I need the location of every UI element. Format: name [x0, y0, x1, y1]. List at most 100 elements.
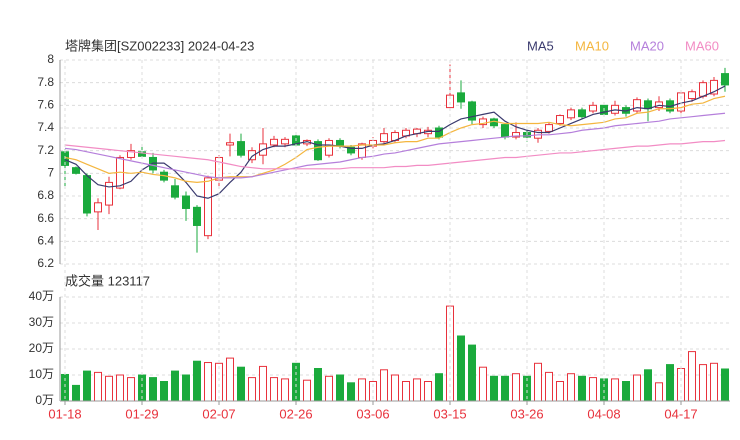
volume-bar: [490, 375, 498, 402]
volume-bar: [83, 370, 91, 402]
volume-bar: [226, 357, 234, 402]
volume-bar: [391, 374, 399, 402]
volume-bar: [710, 362, 718, 402]
x-tick-label: 03-26: [510, 406, 543, 421]
candle-body: [94, 202, 102, 213]
y-tick-label: 8: [47, 52, 54, 66]
legend-label: MA20: [630, 38, 664, 53]
volume-bar: [358, 378, 366, 402]
x-tick-label: 02-26: [279, 406, 312, 421]
ma-line: [64, 112, 726, 179]
candle-body: [490, 118, 498, 127]
volume-bar: [248, 377, 256, 402]
volume-bar: [160, 381, 168, 402]
y-tick-label: 40万: [29, 289, 54, 303]
y-tick-label: 6.6: [37, 211, 54, 225]
candle-body: [380, 133, 388, 143]
candle-body: [248, 150, 256, 161]
volume-bar: [259, 365, 267, 402]
x-tick-label: 03-06: [356, 406, 389, 421]
volume-bar: [380, 369, 388, 402]
y-tick-label: 6.2: [37, 256, 54, 270]
volume-bar: [512, 373, 520, 402]
candle-body: [468, 101, 476, 121]
candle-body: [204, 177, 212, 237]
volume-bar: [193, 360, 201, 402]
volume-bar: [721, 368, 729, 402]
candle-body: [556, 115, 564, 124]
volume-bar: [688, 351, 696, 402]
volume-bar: [622, 381, 630, 402]
candle-body: [567, 109, 575, 119]
volume-bar: [655, 382, 663, 402]
candle-body: [633, 99, 641, 112]
candle-body: [688, 91, 696, 100]
volume-bar: [556, 381, 564, 402]
volume-bar: [270, 377, 278, 402]
y-tick-label: 7.6: [37, 98, 54, 112]
candle-body: [710, 79, 718, 95]
candle-body: [578, 109, 586, 118]
volume-bar: [633, 374, 641, 402]
volume-bar: [281, 378, 289, 402]
volume-bar: [116, 374, 124, 402]
volume-bar: [347, 382, 355, 402]
candle-body: [721, 73, 729, 86]
x-tick-label: 02-07: [202, 406, 235, 421]
candle-body: [281, 138, 289, 145]
candle-body: [237, 141, 245, 156]
volume-bar: [567, 373, 575, 402]
volume-bar: [424, 381, 432, 402]
volume-bar: [237, 366, 245, 402]
volume-bar: [468, 344, 476, 402]
candle-body: [512, 132, 520, 138]
candle-body: [226, 142, 234, 146]
y-tick-label: 7.8: [37, 75, 54, 89]
volume-bar: [72, 384, 80, 402]
volume-bar: [204, 362, 212, 402]
chart-title: 塔牌集团[SZ002233] 2024-04-23: [65, 38, 254, 53]
candle-body: [347, 146, 355, 154]
volume-bar: [479, 366, 487, 402]
volume-bar: [666, 364, 674, 402]
volume-bar: [611, 378, 619, 402]
candle-body: [171, 185, 179, 198]
volume-bar: [105, 375, 113, 402]
candle-body: [479, 118, 487, 126]
volume-title: 成交量 123117: [65, 273, 150, 288]
y-tick-label: 7.4: [37, 120, 54, 134]
candle-body: [72, 167, 80, 174]
legend-label: MA60: [685, 38, 719, 53]
x-tick-label: 03-15: [433, 406, 466, 421]
volume-bar: [182, 374, 190, 402]
candle-body: [545, 124, 553, 132]
candle-body: [105, 181, 113, 206]
candle-body: [699, 82, 707, 97]
candle-body: [446, 94, 454, 109]
y-tick-label: 0万: [35, 393, 54, 407]
y-tick-label: 6.4: [37, 234, 54, 248]
volume-bar: [413, 378, 421, 402]
volume-bar: [94, 371, 102, 402]
ma-line: [64, 85, 726, 199]
y-tick-label: 6.8: [37, 188, 54, 202]
volume-bar: [435, 373, 443, 402]
candle-body: [127, 150, 135, 158]
volume-bar: [127, 377, 135, 402]
volume-bar: [457, 335, 465, 402]
ma-line: [64, 95, 726, 184]
volume-bar: [534, 362, 542, 402]
candle-body: [182, 195, 190, 209]
volume-bar: [578, 375, 586, 402]
ma-line: [64, 139, 726, 170]
candle-body: [325, 139, 333, 156]
candle-body: [270, 138, 278, 146]
volume-bar: [314, 368, 322, 402]
x-tick-label: 01-18: [48, 406, 81, 421]
y-tick-label: 7.2: [37, 143, 54, 157]
volume-bar: [644, 369, 652, 402]
y-tick-label: 7: [47, 166, 54, 180]
legend-label: MA5: [527, 38, 554, 53]
